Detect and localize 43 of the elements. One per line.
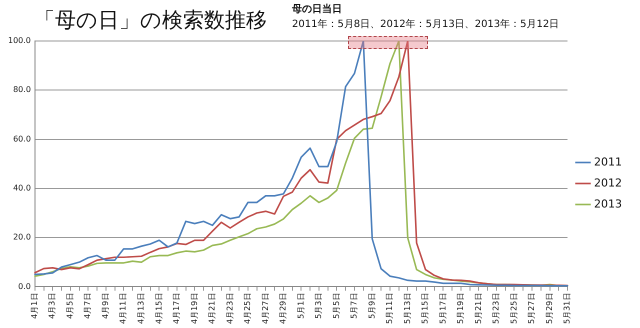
x-tick-label: 4月13日 bbox=[136, 292, 146, 324]
x-tick-label: 4月29日 bbox=[278, 292, 288, 324]
text: 2011年：5月8日、2012年：5月13日、2013年：5月12日 bbox=[292, 18, 560, 32]
y-tick-label: 40.0 bbox=[13, 184, 31, 193]
x-tick-label: 5月9日 bbox=[367, 292, 376, 319]
x-tick-label: 5月19日 bbox=[456, 292, 466, 324]
x-tick-label: 4月19日 bbox=[190, 292, 199, 324]
x-tick-label: 4月1日 bbox=[30, 292, 39, 319]
x-tick-label: 5月21日 bbox=[474, 292, 483, 324]
x-tick-label: 4月15日 bbox=[154, 292, 164, 324]
x-tick-label: 4月9日 bbox=[100, 292, 110, 319]
x-tick-label: 4月21日 bbox=[208, 292, 217, 324]
x-tick-label: 5月27日 bbox=[527, 292, 536, 324]
x-tick-label: 4月11日 bbox=[118, 292, 128, 324]
x-tick-label: 5月29日 bbox=[544, 292, 554, 324]
x-tick-label: 5月5日 bbox=[332, 292, 341, 319]
x-tick-label: 4月7日 bbox=[83, 292, 92, 319]
x-tick-label: 5月17日 bbox=[438, 292, 448, 324]
chart-title: 「母の日」の検索数推移 bbox=[34, 7, 267, 34]
y-tick-label: 20.0 bbox=[13, 232, 31, 242]
x-tick-label: 5月11日 bbox=[385, 292, 394, 324]
legend-label: 2011 bbox=[594, 155, 622, 168]
x-tick-label: 5月31日 bbox=[562, 292, 572, 324]
legend-label: 2013 bbox=[594, 197, 622, 210]
x-tick-label: 5月7日 bbox=[350, 292, 359, 319]
legend-label: 2012 bbox=[594, 176, 622, 190]
x-tick-label: 5月3日 bbox=[314, 292, 324, 319]
x-tick-label: 4月5日 bbox=[65, 292, 74, 319]
x-tick-label: 4月25日 bbox=[243, 292, 252, 324]
text: 母の日当日 bbox=[292, 2, 343, 17]
x-tick-label: 5月25日 bbox=[509, 292, 518, 324]
y-tick-label: 100.0 bbox=[8, 36, 31, 46]
x-tick-label: 5月1日 bbox=[296, 292, 306, 319]
x-tick-label: 4月17日 bbox=[172, 292, 182, 324]
x-tick-label: 5月15日 bbox=[420, 292, 430, 324]
x-tick-label: 4月3日 bbox=[48, 292, 57, 319]
y-tick-label: 80.0 bbox=[13, 85, 31, 94]
y-tick-label: 0.0 bbox=[18, 282, 31, 291]
x-tick-label: 5月13日 bbox=[402, 292, 412, 324]
x-tick-label: 4月27日 bbox=[260, 292, 270, 324]
y-tick-label: 60.0 bbox=[13, 134, 31, 144]
x-tick-label: 4月23日 bbox=[225, 292, 234, 324]
x-tick-label: 5月23日 bbox=[492, 292, 501, 324]
